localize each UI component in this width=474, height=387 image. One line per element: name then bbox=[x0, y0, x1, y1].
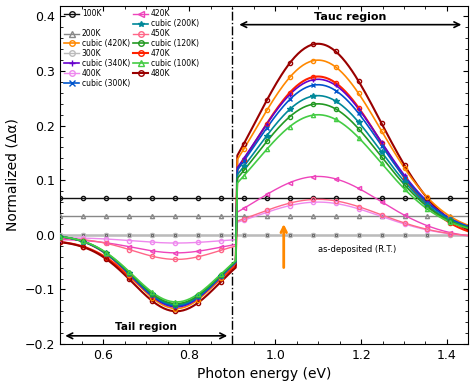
Text: Tail region: Tail region bbox=[115, 322, 177, 332]
Y-axis label: Normalized (Δα): Normalized (Δα) bbox=[6, 118, 19, 231]
Text: Tauc region: Tauc region bbox=[314, 12, 386, 22]
Legend: 100K, , 200K, cubic (420K), 300K, cubic (340K), 400K, cubic (300K), 420K, cubic : 100K, , 200K, cubic (420K), 300K, cubic … bbox=[63, 8, 200, 89]
X-axis label: Photon energy (eV): Photon energy (eV) bbox=[197, 367, 332, 382]
Text: as-deposited (R.T.): as-deposited (R.T.) bbox=[318, 245, 396, 253]
